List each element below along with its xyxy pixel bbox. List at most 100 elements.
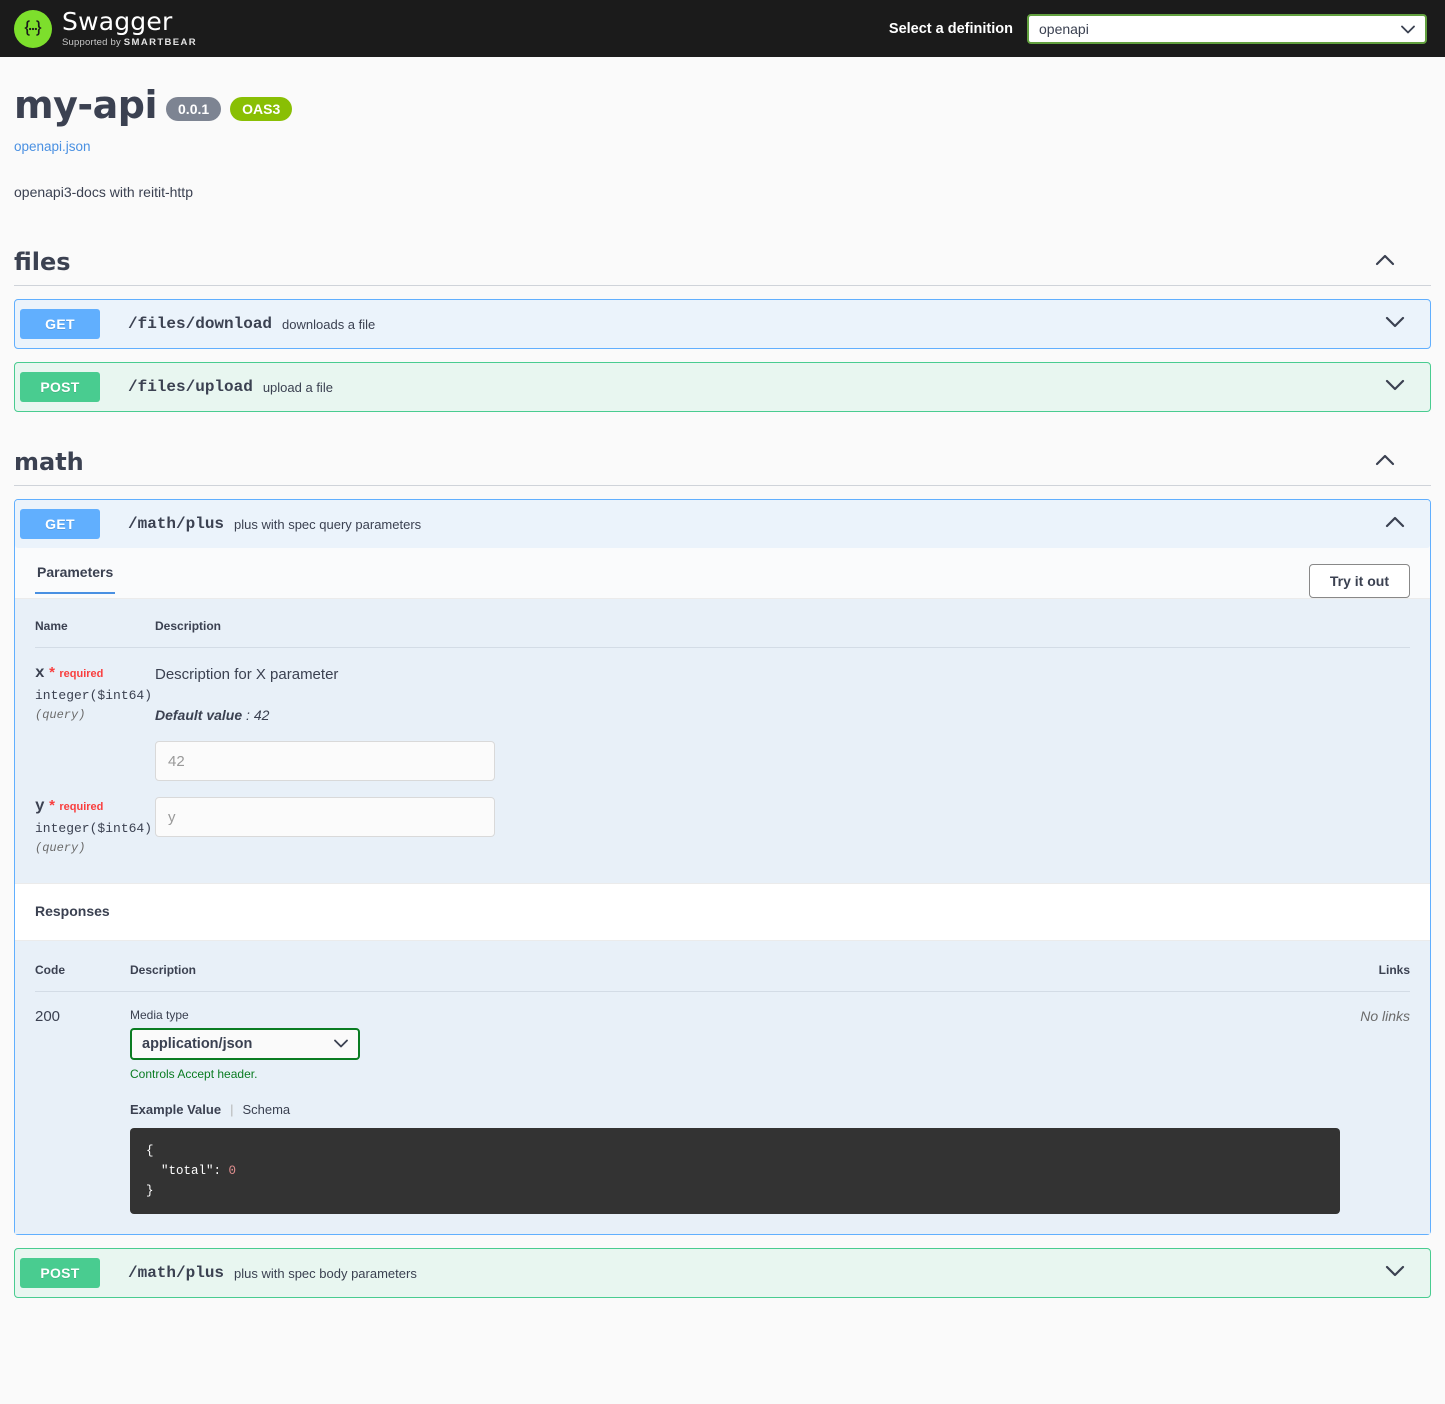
parameters-tabbar: Parameters Try it out <box>15 548 1430 598</box>
operation-header[interactable]: POST /files/upload upload a file <box>15 363 1430 411</box>
topbar: Swagger Supported by SMARTBEAR Select a … <box>0 0 1445 57</box>
operation-post-files-upload[interactable]: POST /files/upload upload a file <box>14 362 1431 412</box>
definition-select[interactable]: openapi <box>1027 13 1427 44</box>
col-description: Description <box>130 963 1290 992</box>
example-value-code-block[interactable]: { "total": 0 } <box>130 1128 1340 1214</box>
swagger-wordmark: Swagger <box>62 7 173 37</box>
param-description: Description for X parameter <box>155 666 339 683</box>
method-badge-get: GET <box>20 309 100 339</box>
param-y-input[interactable] <box>155 797 495 837</box>
operation-get-files-download[interactable]: GET /files/download downloads a file <box>14 299 1431 349</box>
tag-name-files: files <box>14 248 71 276</box>
col-links: Links <box>1290 963 1410 992</box>
required-label: required <box>59 801 104 813</box>
page-title: my-api <box>14 83 158 127</box>
tag-section-math: math GET /math/plus plus with spec query… <box>14 448 1431 1298</box>
param-x-meta: x * required integer($int64) (query) <box>35 648 155 782</box>
col-code: Code <box>35 963 130 992</box>
param-location: (query) <box>35 708 86 722</box>
param-type: integer($int64) <box>35 821 153 836</box>
tag-name-math: math <box>14 448 84 476</box>
chevron-down-icon[interactable] <box>1385 378 1405 396</box>
tab-rule <box>15 598 1430 599</box>
api-title-row: my-api 0.0.1 OAS3 <box>14 83 1431 127</box>
param-name: x <box>35 664 45 682</box>
response-code: 200 <box>35 1008 61 1025</box>
media-type-label: Media type <box>130 1008 189 1022</box>
chevron-down-icon[interactable] <box>1385 1264 1405 1282</box>
tag-header-files[interactable]: files <box>14 248 1431 286</box>
parameters-table-header: Name Description <box>35 619 1410 648</box>
chevron-down-icon[interactable] <box>1385 315 1405 333</box>
method-badge-get: GET <box>20 509 100 539</box>
method-badge-post: POST <box>20 372 100 402</box>
param-x-input[interactable] <box>155 741 495 781</box>
operation-path: /files/upload <box>128 378 253 396</box>
spec-url-link[interactable]: openapi.json <box>14 139 91 154</box>
response-links: No links <box>1360 1008 1410 1024</box>
tab-example-value[interactable]: Example Value <box>130 1102 222 1117</box>
param-location: (query) <box>35 841 86 855</box>
operation-path: /files/download <box>128 315 273 333</box>
operation-path: /math/plus <box>128 1264 225 1282</box>
param-x-name-line: x * required <box>35 664 155 682</box>
param-default-label: Default value <box>155 707 243 723</box>
param-y-name-line: y * required <box>35 797 155 815</box>
chevron-up-icon[interactable] <box>1375 453 1395 471</box>
param-y-detail <box>155 781 1410 855</box>
chevron-up-icon[interactable] <box>1385 515 1405 533</box>
swagger-brace-icon <box>14 9 52 48</box>
operation-summary: upload a file <box>262 379 333 395</box>
swagger-logo-text: Swagger Supported by SMARTBEAR <box>62 9 197 48</box>
operation-header[interactable]: GET /files/download downloads a file <box>15 300 1430 348</box>
swagger-logo[interactable]: Swagger Supported by SMARTBEAR <box>14 9 197 48</box>
tag-section-files: files GET /files/download downloads a fi… <box>14 248 1431 412</box>
chevron-up-icon[interactable] <box>1375 253 1395 271</box>
operation-header[interactable]: GET /math/plus plus with spec query para… <box>15 500 1430 548</box>
tag-header-math[interactable]: math <box>14 448 1431 486</box>
param-y-meta: y * required integer($int64) (query) <box>35 781 155 855</box>
try-it-out-button[interactable]: Try it out <box>1308 564 1410 598</box>
media-type-select[interactable]: application/json <box>130 1028 360 1060</box>
response-detail: Media type application/json Controls Acc… <box>130 992 1340 1214</box>
accept-header-note: Controls Accept header. <box>130 1067 258 1081</box>
operation-summary: plus with spec body parameters <box>234 1265 417 1281</box>
responses-body: Code Description Links 200 Media type <box>15 941 1430 1234</box>
tab-schema[interactable]: Schema <box>242 1102 291 1117</box>
param-name: y <box>35 797 45 815</box>
code-line-close: } <box>146 1184 154 1198</box>
definition-label: Select a definition <box>888 20 1013 37</box>
operation-get-math-plus[interactable]: GET /math/plus plus with spec query para… <box>14 499 1431 1235</box>
tab-divider: | <box>230 1102 234 1117</box>
table-row: x * required integer($int64) (query) Des… <box>35 648 1410 782</box>
example-tabs: Example Value | Schema <box>130 1102 1290 1117</box>
parameters-body: Name Description x * required <box>15 599 1430 883</box>
tab-parameters[interactable]: Parameters <box>35 564 116 594</box>
col-name: Name <box>35 619 155 648</box>
oas-badge: OAS3 <box>230 97 293 121</box>
api-description: openapi3-docs with reitit-http <box>14 184 193 200</box>
operation-path: /math/plus <box>128 515 225 533</box>
code-line-key: "total": <box>146 1164 229 1178</box>
table-row: y * required integer($int64) (query) <box>35 781 1410 855</box>
responses-table-header: Code Description Links <box>35 963 1410 992</box>
tabs: Parameters <box>35 564 116 594</box>
operation-summary: plus with spec query parameters <box>234 516 422 532</box>
api-info: my-api 0.0.1 OAS3 openapi.json openapi3-… <box>14 57 1431 212</box>
table-row: 200 Media type application/json <box>35 992 1410 1214</box>
operation-body: Parameters Try it out Name Description <box>15 548 1430 1234</box>
chevron-down-icon <box>334 1036 348 1052</box>
code-line-open: { <box>146 1144 154 1158</box>
responses-title: Responses <box>35 903 110 919</box>
operation-summary: downloads a file <box>282 316 376 332</box>
operation-header[interactable]: POST /math/plus plus with spec body para… <box>15 1249 1430 1297</box>
required-asterisk: * <box>49 797 55 814</box>
page-content: my-api 0.0.1 OAS3 openapi.json openapi3-… <box>0 57 1445 1298</box>
required-asterisk: * <box>49 664 55 681</box>
media-type-value: application/json <box>142 1036 253 1052</box>
operation-post-math-plus[interactable]: POST /math/plus plus with spec body para… <box>14 1248 1431 1298</box>
definition-selector-group: Select a definition openapi <box>888 13 1431 44</box>
version-badge: 0.0.1 <box>166 97 222 121</box>
swagger-supported-by: Supported by SMARTBEAR <box>62 37 198 49</box>
parameters-table: Name Description x * required <box>35 619 1410 855</box>
